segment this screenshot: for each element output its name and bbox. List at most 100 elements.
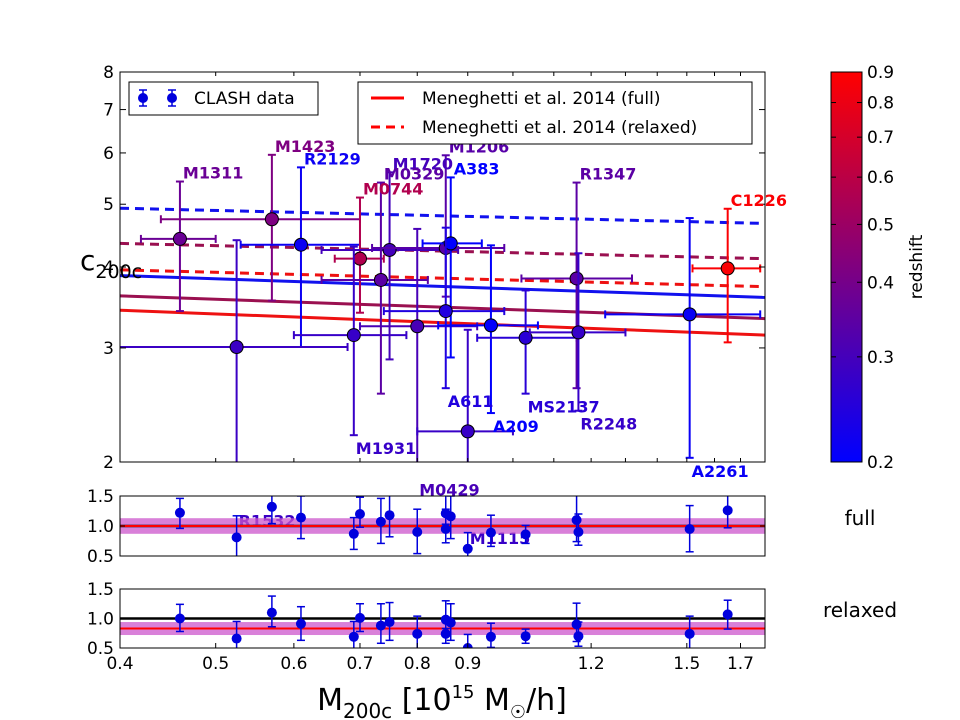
colorbar-tick-label: 0.3 <box>867 348 894 368</box>
ratio-marker <box>573 631 584 642</box>
cluster-label-m0744: M0744 <box>363 180 423 199</box>
cluster-point-a611 <box>382 226 506 390</box>
colorbar-tick-label: 0.7 <box>867 128 894 148</box>
ratio-point <box>295 496 306 540</box>
cluster-point-r1532 <box>120 239 349 462</box>
legend-data-marker-icon <box>138 89 177 107</box>
ratio-marker <box>412 628 423 639</box>
ratio-marker <box>722 505 733 516</box>
cluster-label-a209: A209 <box>493 417 539 436</box>
redshift-colorbar: 0.2 0.3 0.4 0.5 0.6 0.7 0.8 0.9 redshift <box>830 63 927 473</box>
cluster-label-a611: A611 <box>448 392 494 411</box>
legend-models[interactable]: Meneghetti et al. 2014 (full) Meneghetti… <box>357 81 753 145</box>
ratio-marker <box>462 543 473 554</box>
ratio-point <box>231 620 242 648</box>
ratio-marker <box>375 620 386 631</box>
legend-data-label: CLASH data <box>194 89 295 109</box>
ratio-point <box>445 603 456 642</box>
ratio-point <box>485 622 496 648</box>
ratio-marker <box>174 613 185 624</box>
ratio-marker <box>384 617 395 628</box>
cluster-marker <box>346 328 361 343</box>
y-tick-label: 4 <box>103 258 114 278</box>
y-tick-label: 5 <box>103 195 114 215</box>
cluster-point-r2248 <box>528 252 627 412</box>
colorbar-tick-label: 0.6 <box>867 168 894 188</box>
main-y-ticks: 2 3 4 5 6 7 8 <box>103 63 765 473</box>
cluster-marker <box>571 325 586 340</box>
ratio-marker <box>375 516 386 527</box>
ratio-marker <box>445 511 456 522</box>
ratio-marker <box>520 631 531 642</box>
model-line-solid <box>120 274 765 299</box>
cluster-marker <box>438 304 453 319</box>
x-ticks: 0.4 0.5 0.6 0.7 0.8 0.9 1.2 1.5 1.7 <box>106 643 754 674</box>
ratio-relaxed-content <box>120 595 765 648</box>
ratio-marker <box>384 510 395 521</box>
y-tick-label: 8 <box>103 63 114 83</box>
cluster-marker <box>483 318 498 333</box>
ratio-point <box>295 605 306 642</box>
cluster-point-a209 <box>437 244 539 415</box>
ratio-y-tick-label: 1.0 <box>87 517 114 537</box>
cluster-point-m0329 <box>320 181 429 395</box>
model-line-dashed <box>120 206 765 225</box>
ratio-marker <box>722 609 733 620</box>
ratio-point <box>520 524 531 545</box>
cluster-marker <box>382 242 397 257</box>
ratio-marker <box>520 529 531 540</box>
ratio-point <box>231 515 242 556</box>
cluster-labels: M1311M1423R2129R1532M0744M1931M1720M0329… <box>183 137 787 548</box>
cluster-label-m1423: M1423 <box>275 137 335 156</box>
cluster-marker <box>229 339 244 354</box>
ratio-full-side-label: full <box>845 506 876 530</box>
cluster-label-m0429: M0429 <box>419 480 479 499</box>
ratio-point <box>722 599 733 630</box>
ratio-marker <box>571 619 582 630</box>
ratio-point <box>462 531 473 556</box>
x-tick-label: 1.5 <box>673 654 700 674</box>
model-line-dashed <box>120 268 765 289</box>
y-tick-label: 6 <box>103 144 114 164</box>
cluster-marker <box>443 236 458 251</box>
cluster-point-a383 <box>421 176 483 359</box>
colorbar-ticks: 0.2 0.3 0.4 0.5 0.6 0.7 0.8 0.9 <box>831 63 894 473</box>
x-tick-label: 0.6 <box>280 654 307 674</box>
cluster-marker <box>293 237 308 252</box>
ratio-y-tick-label: 1.5 <box>87 487 114 507</box>
ratio-point <box>384 496 395 538</box>
model-line-solid <box>120 308 765 337</box>
ratio-marker <box>571 515 582 525</box>
x-tick-label: 0.9 <box>454 654 481 674</box>
ratio-point <box>684 615 695 648</box>
ratio-marker <box>445 617 456 628</box>
ratio-point <box>174 497 185 530</box>
cluster-marker <box>352 251 367 266</box>
cluster-label-a383: A383 <box>454 159 500 178</box>
cluster-point-m1423 <box>159 153 361 302</box>
ratio-marker <box>485 631 496 642</box>
ratio-point <box>375 603 386 645</box>
ratio-point <box>348 516 359 551</box>
legend-data[interactable]: CLASH data <box>128 81 319 116</box>
colorbar-tick-label: 0.9 <box>867 63 894 83</box>
colorbar-tick-label: 0.5 <box>867 215 894 235</box>
ratio-point <box>445 496 456 540</box>
ratio-marker <box>295 512 306 523</box>
ratio-point <box>354 496 365 528</box>
colorbar-tick-label: 0.8 <box>867 94 894 114</box>
ratio-point <box>412 508 423 555</box>
ratio-y-tick-label: 0.5 <box>87 639 114 659</box>
cluster-marker <box>720 261 735 276</box>
ratio-marker <box>174 507 185 518</box>
ratio-point <box>520 628 531 645</box>
cluster-point-r2129 <box>239 166 361 348</box>
ratio-point <box>573 513 584 546</box>
ratio-point <box>174 603 185 633</box>
y-tick-label: 2 <box>103 453 114 473</box>
cluster-label-m1931: M1931 <box>356 439 416 458</box>
cluster-label-r1347: R1347 <box>580 165 637 184</box>
ratio-point <box>375 497 386 545</box>
